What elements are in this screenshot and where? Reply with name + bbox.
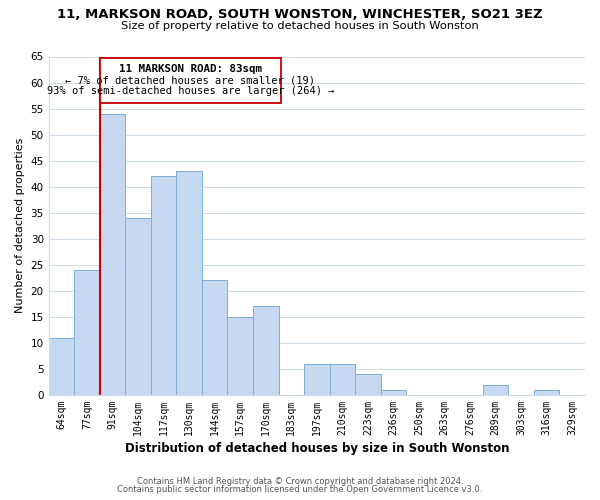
Text: 11, MARKSON ROAD, SOUTH WONSTON, WINCHESTER, SO21 3EZ: 11, MARKSON ROAD, SOUTH WONSTON, WINCHES… xyxy=(57,8,543,20)
Bar xyxy=(125,218,151,395)
Text: ← 7% of detached houses are smaller (19): ← 7% of detached houses are smaller (19) xyxy=(65,76,316,86)
Bar xyxy=(227,317,253,395)
Bar xyxy=(202,280,227,395)
Text: Contains public sector information licensed under the Open Government Licence v3: Contains public sector information licen… xyxy=(118,485,482,494)
Bar xyxy=(329,364,355,395)
Bar xyxy=(176,171,202,395)
Bar xyxy=(100,114,125,395)
Bar xyxy=(304,364,329,395)
Bar xyxy=(74,270,100,395)
Bar xyxy=(151,176,176,395)
Text: Size of property relative to detached houses in South Wonston: Size of property relative to detached ho… xyxy=(121,21,479,31)
Text: 11 MARKSON ROAD: 83sqm: 11 MARKSON ROAD: 83sqm xyxy=(119,64,262,74)
Bar xyxy=(380,390,406,395)
Text: Contains HM Land Registry data © Crown copyright and database right 2024.: Contains HM Land Registry data © Crown c… xyxy=(137,477,463,486)
Bar xyxy=(253,306,278,395)
Text: 93% of semi-detached houses are larger (264) →: 93% of semi-detached houses are larger (… xyxy=(47,86,334,96)
FancyBboxPatch shape xyxy=(100,58,281,104)
Bar xyxy=(483,384,508,395)
Bar xyxy=(355,374,380,395)
Bar xyxy=(534,390,559,395)
Y-axis label: Number of detached properties: Number of detached properties xyxy=(15,138,25,314)
Bar xyxy=(49,338,74,395)
X-axis label: Distribution of detached houses by size in South Wonston: Distribution of detached houses by size … xyxy=(125,442,509,455)
